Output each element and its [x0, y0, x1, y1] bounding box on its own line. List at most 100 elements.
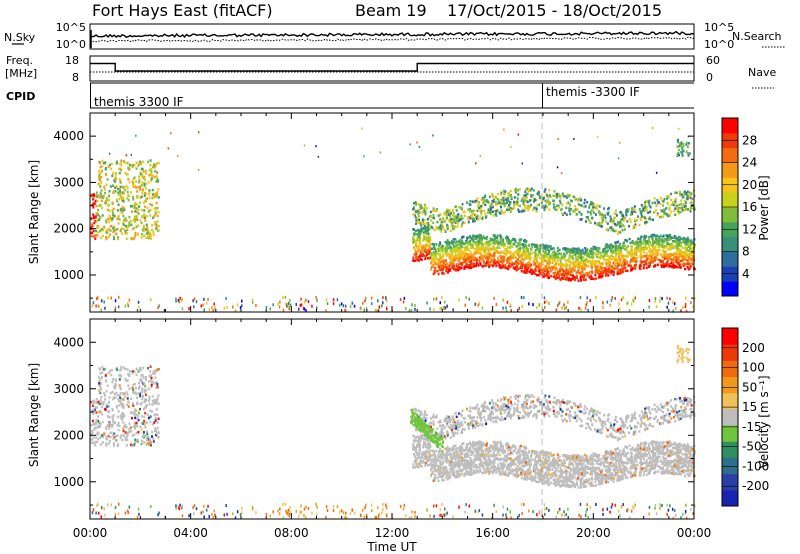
y-tick-label: 1000 [53, 268, 84, 282]
echo-cell [96, 401, 99, 405]
echo-cell [496, 250, 499, 253]
echo-cell [609, 267, 612, 271]
echo-cell [491, 259, 494, 262]
echo-cell [487, 245, 489, 248]
echo-cell [531, 270, 534, 273]
echo-cell [99, 236, 102, 240]
echo-cell [491, 204, 494, 207]
echo-cell [427, 238, 430, 241]
echo-cell [102, 194, 105, 198]
echo-cell [417, 202, 420, 206]
echo-cell [602, 218, 605, 222]
echo-cell [623, 255, 626, 258]
echo-cell [470, 266, 473, 270]
echo-cell [595, 296, 597, 300]
echo-cell [415, 203, 418, 206]
echo-cell [444, 300, 446, 304]
echo-cell [634, 264, 637, 267]
echo-cell [101, 376, 103, 379]
freq-label: Freq. [6, 54, 33, 67]
echo-cell [530, 198, 533, 202]
echo-cell [149, 236, 152, 239]
echo-cell [423, 210, 426, 214]
echo-cell [558, 252, 561, 255]
echo-cell [558, 273, 561, 277]
echo-cell [441, 256, 444, 259]
echo-cell [147, 416, 150, 420]
echo-cell [454, 225, 457, 228]
echo-cell [663, 198, 666, 201]
echo-cell [152, 233, 155, 237]
echo-cell [137, 392, 140, 395]
echo-cell [535, 243, 538, 247]
echo-cell [579, 198, 582, 202]
echo-cell [344, 308, 346, 312]
echo-cell [600, 255, 603, 259]
echo-cell [464, 240, 467, 243]
echo-cell [524, 251, 527, 254]
echo-cell [609, 257, 612, 261]
echo-cell [143, 419, 146, 423]
echo-cell [661, 199, 664, 202]
echo-cell [336, 298, 339, 302]
echo-cell [157, 386, 159, 389]
echo-cell [285, 302, 287, 306]
echo-cell [382, 296, 384, 300]
echo-cell [568, 254, 571, 257]
echo-cell [112, 227, 115, 230]
echo-cell [149, 420, 152, 424]
echo-cell [410, 308, 413, 312]
echo-cell [504, 248, 507, 251]
echo-cell [633, 265, 635, 269]
echo-cell [299, 303, 302, 307]
echo-cell [500, 198, 503, 202]
echo-cell [614, 216, 617, 220]
echo-cell [634, 219, 636, 223]
echo-cell [500, 200, 503, 203]
echo-cell [118, 167, 121, 171]
echo-cell [666, 263, 669, 266]
echo-cell [98, 173, 101, 177]
echo-cell [432, 221, 435, 224]
echo-cell [90, 400, 93, 404]
echo-cell [610, 228, 613, 232]
echo-cell [419, 207, 422, 210]
echo-cell [141, 387, 144, 390]
echo-cell [115, 185, 118, 188]
echo-cell [443, 261, 446, 265]
echo-cell [99, 165, 102, 169]
echo-cell [142, 376, 145, 380]
echo-cell [504, 263, 507, 267]
echo-cell [674, 260, 677, 263]
echo-cell [500, 191, 503, 194]
echo-cell [624, 266, 627, 269]
echo-cell [455, 247, 458, 250]
echo-cell [140, 221, 143, 225]
echo-cell [96, 212, 98, 215]
echo-cell [600, 225, 603, 228]
echo-cell [628, 251, 631, 255]
echo-cell [412, 213, 415, 216]
echo-cell [635, 257, 637, 260]
echo-cell [603, 207, 606, 210]
echo-cell [303, 144, 306, 147]
echo-cell [112, 442, 115, 445]
echo-cell [132, 227, 135, 230]
echo-cell [670, 265, 673, 268]
echo-cell [106, 208, 109, 212]
echo-cell [114, 435, 117, 438]
echo-cell [484, 194, 487, 197]
echo-cell [563, 252, 566, 256]
echo-cell [437, 272, 440, 276]
echo-cell [530, 256, 532, 260]
echo-cell [428, 235, 431, 239]
echo-cell [626, 269, 629, 273]
echo-cell [463, 242, 465, 245]
echo-cell [669, 248, 672, 251]
echo-cell [631, 212, 633, 216]
echo-cell [649, 251, 652, 255]
echo-cell [574, 266, 577, 269]
echo-cell [602, 214, 605, 217]
echo-cell [466, 201, 468, 204]
echo-cell [96, 406, 99, 409]
